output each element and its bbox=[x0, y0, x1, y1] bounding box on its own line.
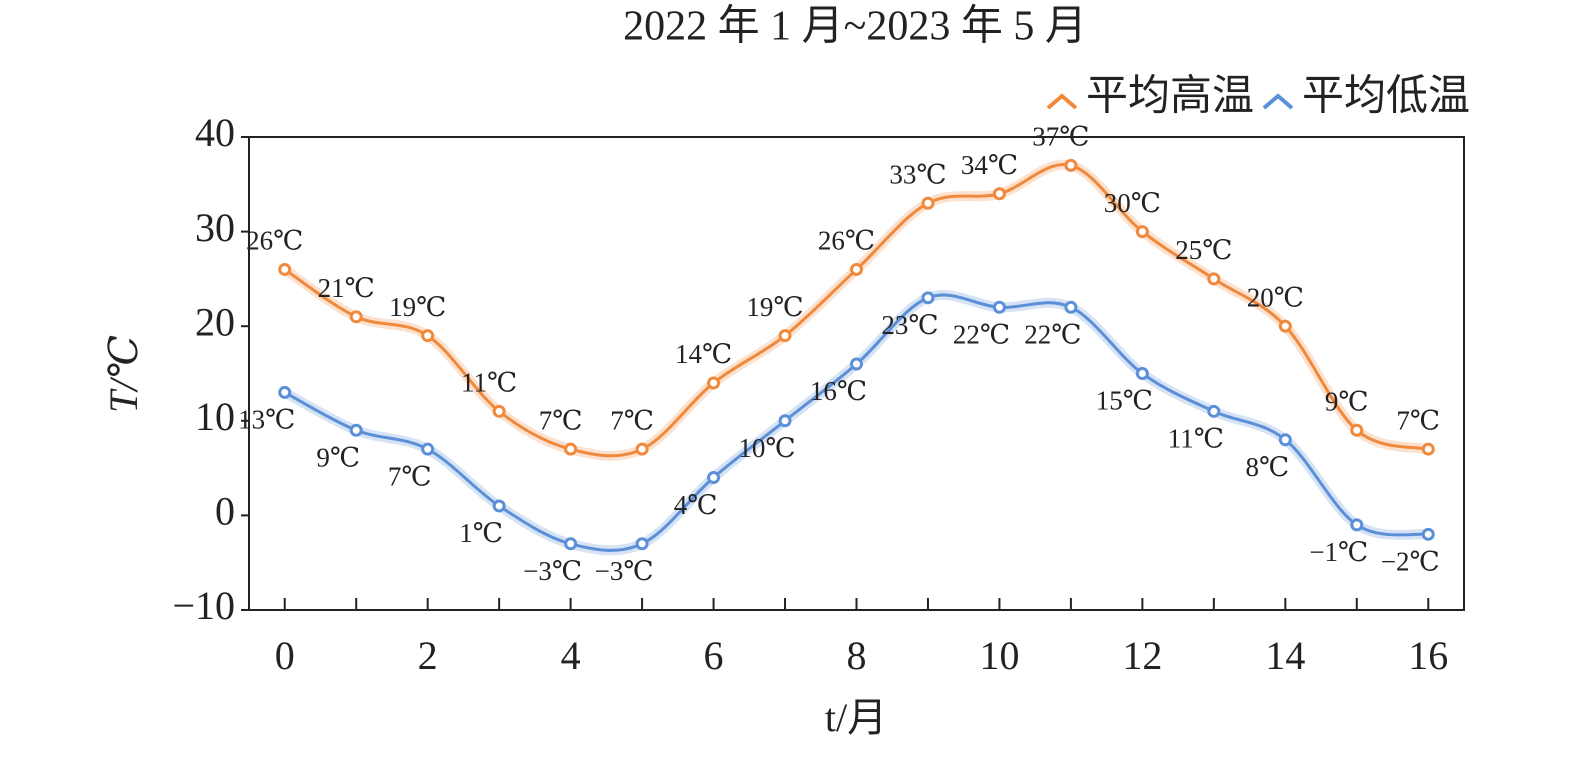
value-label: −1℃ bbox=[1309, 537, 1368, 567]
value-label: 7℃ bbox=[388, 461, 432, 491]
data-point bbox=[635, 537, 649, 551]
x-tick-label: 12 bbox=[1122, 633, 1162, 678]
y-tick-label: 0 bbox=[215, 489, 235, 534]
x-tick-label: 8 bbox=[847, 633, 867, 678]
value-label: 14℃ bbox=[675, 339, 732, 369]
data-point bbox=[707, 376, 721, 390]
data-point bbox=[349, 310, 363, 324]
value-label: 19℃ bbox=[746, 292, 803, 322]
value-label: 23℃ bbox=[881, 310, 938, 340]
value-label: 15℃ bbox=[1096, 386, 1153, 416]
data-point bbox=[1207, 404, 1221, 418]
data-point bbox=[564, 537, 578, 551]
data-point bbox=[1421, 442, 1435, 456]
value-label: 8℃ bbox=[1245, 452, 1289, 482]
x-axis-label: t/月 bbox=[825, 695, 887, 740]
value-label: 25℃ bbox=[1175, 235, 1232, 265]
data-point bbox=[1064, 158, 1078, 172]
legend-label: 平均高温 bbox=[1086, 74, 1254, 120]
y-axis-label: T/℃ bbox=[101, 335, 146, 413]
data-point bbox=[707, 471, 721, 485]
data-point bbox=[1421, 527, 1435, 541]
data-point bbox=[421, 329, 435, 343]
legend-label: 平均低温 bbox=[1302, 74, 1470, 120]
value-label: 11℃ bbox=[461, 368, 517, 398]
y-tick-label: 20 bbox=[195, 299, 235, 344]
plot-frame bbox=[248, 136, 1465, 611]
value-label: 7℃ bbox=[610, 405, 654, 435]
y-tick-label: 30 bbox=[195, 205, 235, 250]
value-label: 7℃ bbox=[539, 405, 583, 435]
value-label: 22℃ bbox=[1024, 319, 1081, 349]
x-tick-label: 4 bbox=[561, 633, 581, 678]
data-point bbox=[1135, 225, 1149, 239]
y-tick-label: 40 bbox=[195, 110, 235, 155]
data-point bbox=[921, 291, 935, 305]
value-label: 20℃ bbox=[1247, 282, 1304, 312]
data-point bbox=[349, 423, 363, 437]
value-label: 21℃ bbox=[318, 273, 375, 303]
value-label: 4℃ bbox=[674, 490, 718, 520]
data-point bbox=[778, 329, 792, 343]
data-point bbox=[1278, 433, 1292, 447]
value-label: 10℃ bbox=[738, 433, 795, 463]
y-tick-label: −10 bbox=[172, 583, 235, 628]
data-point bbox=[850, 357, 863, 371]
x-tick-label: 10 bbox=[979, 633, 1019, 678]
value-label: 1℃ bbox=[459, 518, 503, 548]
data-point bbox=[492, 404, 506, 418]
data-point bbox=[1207, 272, 1221, 286]
value-label: −3℃ bbox=[523, 556, 582, 586]
value-label: 33℃ bbox=[889, 159, 946, 189]
x-tick-label: 6 bbox=[704, 633, 724, 678]
value-label: 19℃ bbox=[389, 292, 446, 322]
data-point bbox=[1278, 319, 1292, 333]
data-point bbox=[992, 187, 1006, 201]
value-label: 7℃ bbox=[1396, 405, 1440, 435]
data-point bbox=[492, 499, 506, 513]
legend-marker bbox=[1046, 93, 1078, 110]
value-label: −3℃ bbox=[595, 556, 654, 586]
line-glow bbox=[282, 290, 1429, 556]
data-point bbox=[1135, 367, 1149, 380]
x-tick-label: 16 bbox=[1408, 633, 1448, 678]
data-point bbox=[778, 414, 792, 428]
x-tick-label: 14 bbox=[1265, 633, 1305, 678]
x-tick-label: 2 bbox=[418, 633, 438, 678]
legend-marker bbox=[1262, 93, 1294, 110]
value-label: 26℃ bbox=[818, 226, 875, 256]
value-label: 13℃ bbox=[238, 405, 295, 435]
value-label: 9℃ bbox=[1325, 386, 1369, 416]
value-label: 16℃ bbox=[810, 376, 867, 406]
y-tick-label: 10 bbox=[195, 394, 235, 439]
data-point bbox=[1350, 518, 1364, 532]
data-point bbox=[421, 442, 435, 456]
data-point bbox=[850, 262, 863, 276]
data-point bbox=[1350, 423, 1364, 437]
value-label: 9℃ bbox=[316, 442, 360, 472]
value-label: 34℃ bbox=[961, 150, 1018, 180]
value-label: 11℃ bbox=[1168, 424, 1224, 454]
value-label: 30℃ bbox=[1104, 188, 1161, 218]
data-point bbox=[921, 196, 935, 210]
chart-title: 2022 年 1 月~2023 年 5 月 bbox=[623, 3, 1087, 50]
data-point bbox=[1064, 300, 1078, 314]
data-point bbox=[278, 385, 292, 399]
data-point bbox=[278, 262, 292, 276]
data-point bbox=[992, 300, 1006, 314]
value-label: 22℃ bbox=[953, 319, 1010, 349]
value-label: 26℃ bbox=[246, 226, 303, 256]
value-label: −2℃ bbox=[1381, 547, 1440, 577]
data-point bbox=[564, 442, 578, 456]
data-point bbox=[635, 442, 649, 456]
value-label: 37℃ bbox=[1032, 122, 1089, 152]
x-tick-label: 0 bbox=[275, 633, 295, 678]
